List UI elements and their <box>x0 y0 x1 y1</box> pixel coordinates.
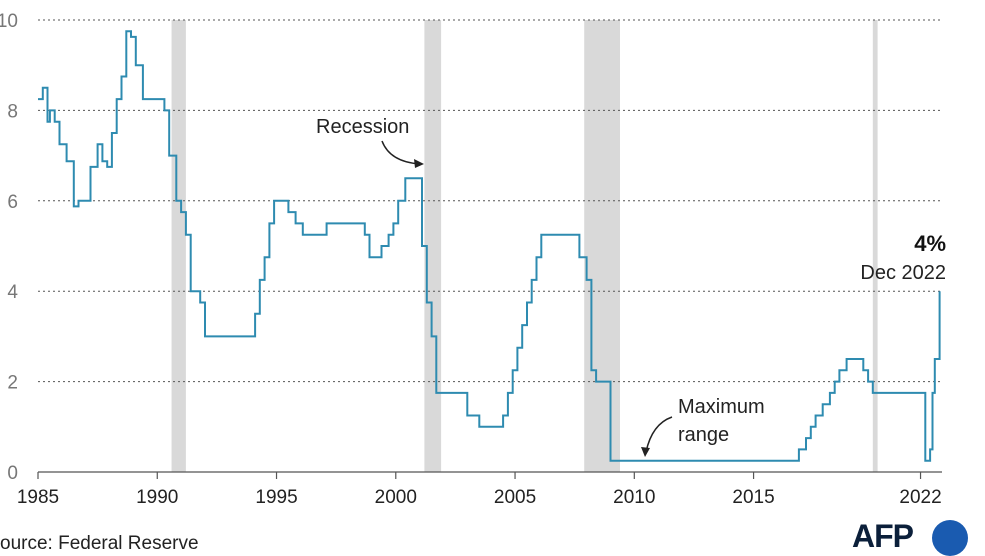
maximum-range-arrow <box>645 416 673 453</box>
y-tick-label: 2 <box>7 373 18 394</box>
last-date-label: Dec 2022 <box>860 262 946 284</box>
x-tick-label: 2005 <box>494 487 536 508</box>
x-tick-label: 2022 <box>899 487 941 508</box>
maximum-range-annotation-line2: range <box>678 424 729 446</box>
recession-annotation: Recession <box>316 116 409 138</box>
y-tick-label: 8 <box>7 101 18 122</box>
y-tick-label: 6 <box>7 192 18 213</box>
maximum-range-arrowhead <box>641 447 650 457</box>
x-tick-label: 2015 <box>732 487 774 508</box>
series-line <box>38 30 941 462</box>
x-tick-label: 2010 <box>613 487 655 508</box>
x-tick-label: 1990 <box>136 487 178 508</box>
y-tick-label: 4 <box>7 282 18 303</box>
y-tick-label: 10 <box>0 11 18 32</box>
recession-arrowhead <box>414 159 424 168</box>
y-axis-ticks: 0 2 4 6 8 10 <box>0 11 18 484</box>
recession-bands <box>171 20 878 472</box>
y-tick-label: 0 <box>7 463 18 484</box>
last-value-label: 4% <box>914 231 946 256</box>
x-tick-label: 1995 <box>255 487 297 508</box>
gridlines <box>38 19 942 383</box>
x-tick-label: 1985 <box>17 487 59 508</box>
recession-band <box>171 20 186 472</box>
maximum-range-annotation: Maximum <box>678 396 765 418</box>
recession-band <box>872 20 878 472</box>
x-axis: 1985 1990 1995 2000 2005 2010 2015 2022 <box>17 471 942 508</box>
x-tick-label: 2000 <box>375 487 417 508</box>
source-note: ource: Federal Reserve <box>0 533 199 554</box>
afp-logo: AFP <box>852 518 972 556</box>
recession-band <box>584 20 620 472</box>
